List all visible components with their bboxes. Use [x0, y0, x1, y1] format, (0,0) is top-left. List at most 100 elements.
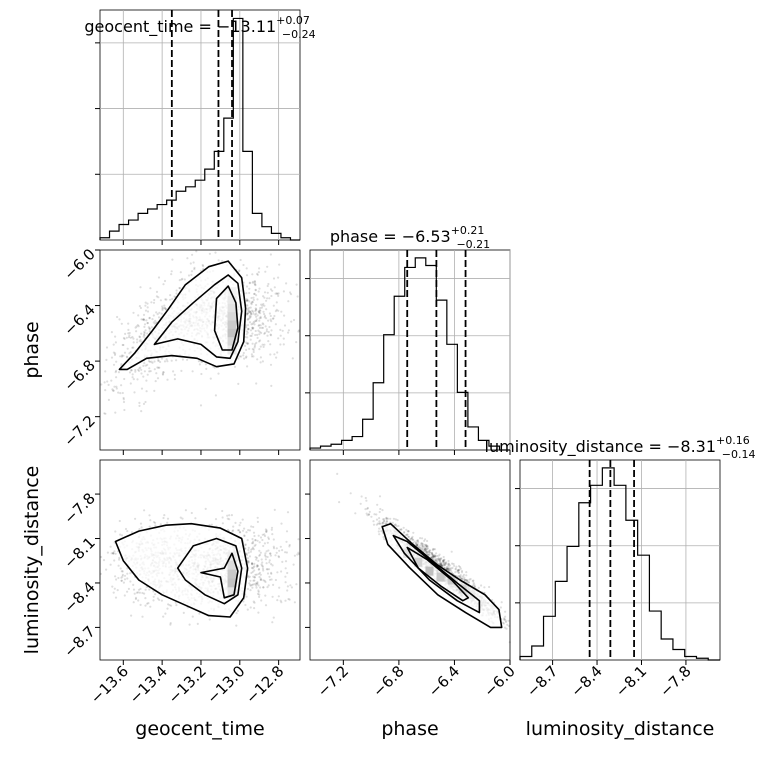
sample-point — [114, 530, 117, 533]
sample-point — [148, 317, 151, 320]
sample-point — [142, 318, 145, 321]
sample-point — [157, 316, 161, 319]
y-tick-label-luminosity-distance: −7.8 — [60, 489, 98, 527]
sample-point — [255, 294, 258, 297]
sample-point — [221, 522, 224, 525]
sample-point — [295, 283, 298, 286]
sample-point — [132, 311, 135, 314]
sample-point — [252, 540, 255, 543]
sample-point — [277, 556, 281, 559]
sample-point — [272, 317, 275, 320]
sample-point — [116, 315, 119, 319]
sample-point — [136, 338, 139, 341]
sample-point — [106, 380, 109, 383]
sample-point — [288, 598, 291, 601]
sample-point — [394, 518, 397, 521]
sample-point — [381, 518, 385, 521]
sample-point — [260, 326, 263, 329]
sample-point — [245, 554, 248, 557]
sample-point — [139, 286, 142, 289]
x-tick-label: −13.4 — [126, 662, 171, 707]
sample-point — [148, 330, 151, 333]
sample-point — [245, 298, 248, 301]
sample-point — [282, 337, 285, 340]
sample-point — [451, 566, 454, 570]
sample-point — [237, 382, 240, 385]
sample-point — [120, 570, 123, 573]
sample-point — [246, 313, 249, 316]
sample-point — [244, 335, 247, 339]
sample-point — [161, 372, 164, 375]
sample-point — [249, 550, 252, 553]
sample-point — [258, 595, 261, 599]
sample-point — [283, 324, 287, 327]
sample-point — [270, 572, 273, 575]
sample-point — [261, 304, 264, 307]
sample-point — [254, 283, 257, 286]
sample-point — [264, 580, 267, 584]
sample-point — [170, 359, 173, 362]
sample-point — [262, 586, 265, 589]
sample-point — [132, 337, 135, 340]
sample-point — [138, 340, 141, 343]
sample-point — [259, 356, 262, 359]
sample-point — [266, 291, 269, 294]
sample-point — [256, 336, 259, 339]
sample-point — [254, 556, 257, 559]
sample-point — [136, 341, 139, 344]
sample-point — [243, 534, 246, 537]
sample-point — [172, 370, 175, 373]
sample-point — [254, 329, 257, 333]
sample-point — [280, 310, 283, 313]
sample-point — [120, 322, 123, 325]
sample-point — [233, 365, 237, 368]
sample-point — [251, 300, 254, 303]
sample-point — [169, 622, 172, 625]
panel-phase-hist — [305, 249, 511, 455]
sample-point — [265, 568, 268, 571]
sample-point — [364, 496, 367, 500]
sample-point — [252, 312, 255, 315]
sample-point — [112, 389, 115, 392]
sample-point — [110, 379, 113, 382]
sample-point — [266, 572, 270, 575]
sample-point — [258, 333, 261, 336]
sample-point — [255, 382, 258, 385]
sample-point — [246, 304, 249, 307]
sample-point — [267, 549, 270, 552]
sample-point — [243, 527, 246, 530]
sample-point — [245, 355, 248, 358]
sample-point — [256, 539, 259, 542]
sample-point — [256, 314, 259, 317]
sample-point — [146, 332, 149, 335]
sample-point — [152, 521, 156, 524]
sample-point — [163, 514, 166, 517]
sample-point — [238, 531, 241, 534]
sample-point — [250, 353, 253, 356]
sample-point — [126, 347, 129, 350]
sample-point — [263, 542, 266, 545]
sample-point — [153, 389, 156, 392]
sample-point — [243, 534, 246, 538]
sample-point — [292, 563, 295, 566]
sample-point — [187, 274, 191, 277]
sample-point — [149, 370, 152, 373]
sample-point — [246, 342, 249, 345]
sample-point — [132, 601, 135, 604]
title-geocent-time-value: geocent_time = −13.11 — [84, 17, 276, 37]
sample-point — [161, 308, 164, 312]
sample-point — [269, 363, 273, 366]
sample-point — [403, 531, 406, 534]
sample-point — [297, 538, 300, 541]
sample-point — [148, 588, 151, 591]
sample-point — [269, 343, 272, 346]
sample-point — [252, 350, 255, 354]
sample-point — [131, 335, 134, 339]
sample-point — [270, 384, 273, 387]
histogram-step — [309, 257, 510, 451]
sample-point — [274, 323, 277, 326]
sample-point — [261, 360, 264, 363]
sample-point — [111, 388, 114, 391]
sample-point — [174, 601, 177, 604]
sample-point — [103, 381, 106, 384]
